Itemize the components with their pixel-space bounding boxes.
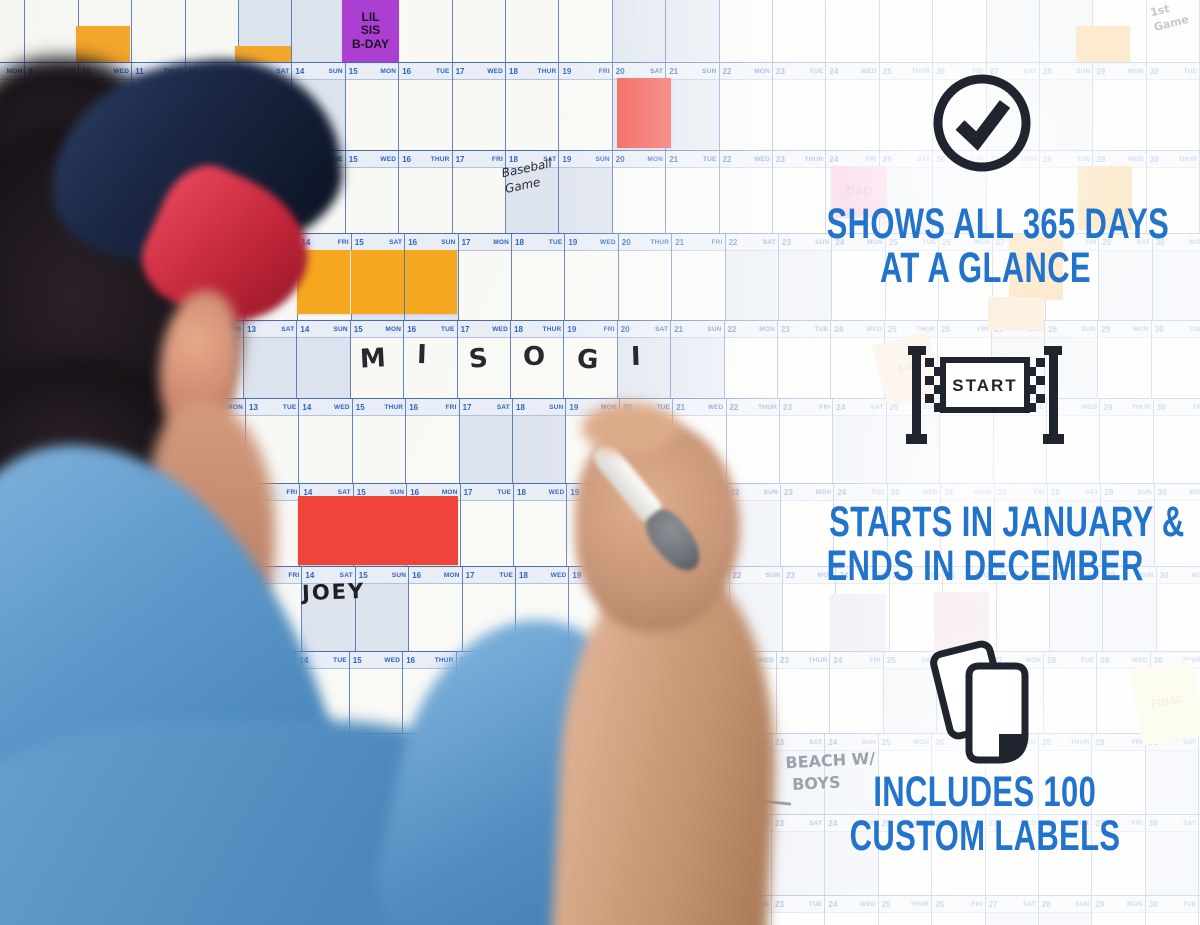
callout-days-text: SHOWS ALL 365 DAYS AT A GLANCE [760,202,1200,290]
callout-start-end-text: STARTS IN JANUARY & ENDS IN DECEMBER [760,500,1200,588]
callout-line: AT A GLANCE [879,244,1091,292]
labels-icon [930,640,1029,764]
handwritten-note: O [523,342,546,372]
callout-line: CUSTOM LABELS [849,812,1121,860]
callout-labels-text: INCLUDES 100 CUSTOM LABELS [760,770,1200,858]
start-banner-label: START [952,376,1017,395]
callout-line: SHOWS ALL 365 DAYS [826,200,1170,248]
start-banner-icon: START [906,346,1064,444]
callout-line: INCLUDES 100 [873,768,1097,816]
check-circle-icon [933,74,1031,172]
callout-line: ENDS IN DECEMBER [826,542,1144,590]
callout-line: STARTS IN JANUARY & [829,498,1185,546]
